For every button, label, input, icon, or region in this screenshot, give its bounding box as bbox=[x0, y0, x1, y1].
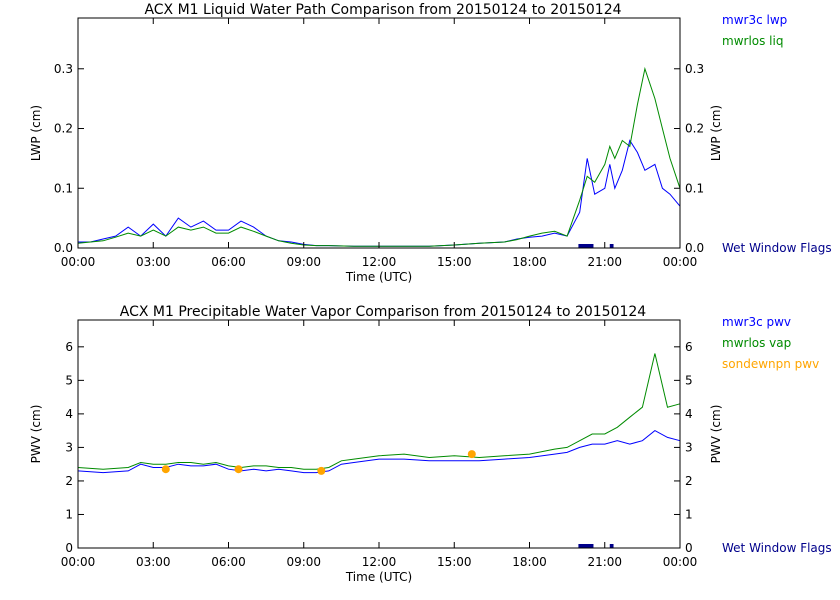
plot2-y-tick-label-2: 2 bbox=[65, 474, 73, 488]
plot1-legend-1: mwrlos liq bbox=[722, 34, 783, 48]
plot2-y-tick-label-right-5: 5 bbox=[685, 373, 693, 387]
plot2-y-tick-label-right-1: 1 bbox=[685, 507, 693, 521]
plot2-marker-2-1 bbox=[234, 465, 243, 474]
plot2-y-tick-label-right-2: 2 bbox=[685, 474, 693, 488]
plot2-x-tick-label-7: 21:00 bbox=[587, 555, 622, 569]
plot2-y-axis-label: PWV (cm) bbox=[29, 405, 43, 464]
plot1-y-tick-label-1: 0.1 bbox=[54, 181, 73, 195]
plot2-x-tick-label-6: 18:00 bbox=[512, 555, 547, 569]
plot1-wet-flag-0 bbox=[578, 244, 594, 248]
plot1-x-tick-label-1: 03:00 bbox=[136, 255, 171, 269]
plot1-wet-window-flags-label: Wet Window Flags bbox=[722, 241, 832, 255]
plot1-x-axis-label: Time (UTC) bbox=[345, 270, 412, 284]
plot1-y-tick-label-3: 0.3 bbox=[54, 62, 73, 76]
plot2-marker-2-3 bbox=[467, 450, 476, 459]
plot1-y-axis-label-right: LWP (cm) bbox=[709, 105, 723, 161]
plot1-x-tick-label-0: 00:00 bbox=[61, 255, 96, 269]
plot2-x-tick-label-0: 00:00 bbox=[61, 555, 96, 569]
plot1-legend-0: mwr3c lwp bbox=[722, 13, 787, 27]
plot2-legend-2: sondewnpn pwv bbox=[722, 357, 819, 371]
plot1-y-tick-label-2: 0.2 bbox=[54, 122, 73, 136]
plot2-y-tick-label-right-6: 6 bbox=[685, 340, 693, 354]
plot2-x-tick-label-1: 03:00 bbox=[136, 555, 171, 569]
plot2-x-tick-label-2: 06:00 bbox=[211, 555, 246, 569]
plot1-x-tick-label-5: 15:00 bbox=[437, 255, 472, 269]
plot2-y-tick-label-right-3: 3 bbox=[685, 440, 693, 454]
plot2-x-tick-label-8: 00:00 bbox=[663, 555, 698, 569]
plot2-y-tick-label-right-4: 4 bbox=[685, 407, 693, 421]
plot1-y-tick-label-right-3: 0.3 bbox=[685, 62, 704, 76]
plot1-x-tick-label-4: 12:00 bbox=[362, 255, 397, 269]
plot2-series-line-0 bbox=[77, 430, 681, 474]
plot1-title: ACX M1 Liquid Water Path Comparison from… bbox=[144, 2, 621, 18]
plot2-y-tick-label-0: 0 bbox=[65, 541, 73, 555]
plot1-series-line-1 bbox=[77, 66, 681, 247]
plot2-legend-1: mwrlos vap bbox=[722, 336, 791, 350]
plot2-y-tick-label-4: 4 bbox=[65, 407, 73, 421]
plot2-title: ACX M1 Precipitable Water Vapor Comparis… bbox=[120, 304, 647, 320]
plot1-wet-flag-1 bbox=[609, 244, 614, 248]
plot1-y-tick-label-right-0: 0.0 bbox=[685, 241, 704, 255]
plot2-y-tick-label-5: 5 bbox=[65, 373, 73, 387]
plot1-x-tick-label-7: 21:00 bbox=[587, 255, 622, 269]
plot1-y-tick-label-right-1: 0.1 bbox=[685, 181, 704, 195]
plot2-y-tick-label-3: 3 bbox=[65, 440, 73, 454]
plot1-y-tick-label-right-2: 0.2 bbox=[685, 122, 704, 136]
plot2-wet-flag-1 bbox=[609, 544, 614, 548]
plot2-y-tick-label-6: 6 bbox=[65, 340, 73, 354]
plot2-wet-flag-0 bbox=[578, 544, 594, 548]
plot1-x-tick-label-6: 18:00 bbox=[512, 255, 547, 269]
plot1-x-tick-label-2: 06:00 bbox=[211, 255, 246, 269]
plot2-x-axis-label: Time (UTC) bbox=[345, 570, 412, 584]
plot2-legend-0: mwr3c pwv bbox=[722, 315, 791, 329]
plot2-x-tick-label-3: 09:00 bbox=[286, 555, 321, 569]
plot2-marker-2-0 bbox=[161, 465, 170, 474]
plot2-y-axis-label-right: PWV (cm) bbox=[709, 405, 723, 464]
plot2-marker-2-2 bbox=[317, 466, 326, 475]
plot2-x-tick-label-5: 15:00 bbox=[437, 555, 472, 569]
plot2-wet-window-flags-label: Wet Window Flags bbox=[722, 541, 832, 555]
plot2-series-line-1 bbox=[77, 353, 681, 470]
plot1-y-tick-label-0: 0.0 bbox=[54, 241, 73, 255]
plot2-x-tick-label-4: 12:00 bbox=[362, 555, 397, 569]
plot1-x-tick-label-8: 00:00 bbox=[663, 255, 698, 269]
plot2-y-tick-label-1: 1 bbox=[65, 507, 73, 521]
plot1-x-tick-label-3: 09:00 bbox=[286, 255, 321, 269]
plot2-y-tick-label-right-0: 0 bbox=[685, 541, 693, 555]
plot1-y-axis-label: LWP (cm) bbox=[29, 105, 43, 161]
